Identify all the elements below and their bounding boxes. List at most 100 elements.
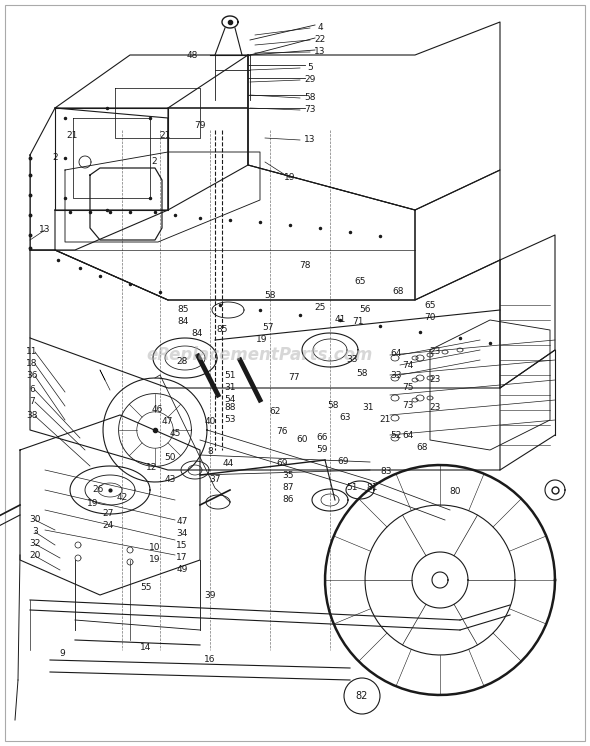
Text: 81: 81 (366, 483, 378, 492)
Text: 22: 22 (314, 36, 326, 45)
Text: 7: 7 (29, 398, 35, 407)
Text: 45: 45 (169, 430, 181, 439)
Text: 36: 36 (26, 372, 38, 380)
Text: 69: 69 (276, 460, 288, 468)
Text: 5: 5 (307, 63, 313, 72)
Text: 82: 82 (356, 691, 368, 701)
Text: 62: 62 (269, 407, 281, 416)
Text: 13: 13 (40, 225, 51, 234)
Text: 10: 10 (149, 544, 160, 553)
Text: 19: 19 (87, 500, 99, 509)
Text: 69: 69 (337, 457, 349, 466)
Text: 87: 87 (282, 483, 294, 492)
Text: 53: 53 (224, 416, 236, 424)
Text: 26: 26 (92, 486, 104, 495)
Text: 39: 39 (204, 592, 216, 601)
Text: 11: 11 (26, 348, 38, 357)
Text: 65: 65 (354, 278, 366, 286)
Text: 25: 25 (314, 304, 326, 313)
Text: 27: 27 (102, 510, 114, 518)
Text: 38: 38 (26, 412, 38, 421)
Text: 57: 57 (262, 324, 274, 333)
Text: 68: 68 (417, 444, 428, 453)
Text: 79: 79 (194, 122, 206, 131)
Text: 56: 56 (359, 306, 371, 315)
Text: 33: 33 (346, 356, 358, 365)
Text: 23: 23 (430, 404, 441, 413)
Text: 76: 76 (276, 427, 288, 436)
Text: 47: 47 (161, 418, 173, 427)
Text: 58: 58 (264, 290, 276, 299)
Text: 85: 85 (217, 325, 228, 334)
Text: 74: 74 (402, 362, 414, 371)
Text: 58: 58 (356, 369, 368, 378)
Text: 19: 19 (256, 336, 268, 345)
Text: 13: 13 (314, 48, 326, 57)
Text: 84: 84 (191, 330, 203, 339)
Text: 54: 54 (224, 395, 235, 404)
Text: 33: 33 (390, 372, 402, 380)
Text: 43: 43 (164, 475, 176, 484)
Text: 23: 23 (430, 348, 441, 357)
Text: 65: 65 (424, 301, 436, 310)
Text: 14: 14 (140, 644, 152, 653)
Text: 77: 77 (289, 374, 300, 383)
Text: 37: 37 (209, 475, 221, 484)
Text: 28: 28 (176, 357, 188, 366)
Text: 42: 42 (116, 494, 127, 503)
Text: 18: 18 (26, 360, 38, 369)
Text: 40: 40 (204, 418, 216, 427)
Text: 12: 12 (146, 463, 158, 472)
Text: 75: 75 (402, 383, 414, 392)
Text: 4: 4 (317, 24, 323, 33)
Text: 64: 64 (391, 349, 402, 359)
Text: 41: 41 (335, 316, 346, 325)
Text: 31: 31 (224, 383, 236, 392)
Text: 46: 46 (151, 406, 163, 415)
Text: 78: 78 (299, 262, 311, 271)
Text: 3: 3 (32, 527, 38, 536)
Text: 44: 44 (222, 460, 234, 468)
Text: 73: 73 (402, 401, 414, 410)
Text: 49: 49 (176, 565, 188, 574)
Text: 48: 48 (186, 51, 198, 60)
Text: 59: 59 (316, 445, 328, 454)
Text: 21: 21 (66, 131, 78, 140)
Text: 86: 86 (282, 495, 294, 504)
Text: 51: 51 (224, 372, 236, 380)
Text: 29: 29 (304, 75, 316, 84)
Text: 68: 68 (392, 287, 404, 296)
Text: 71: 71 (352, 318, 364, 327)
Text: 32: 32 (30, 539, 41, 548)
Text: 21: 21 (379, 416, 391, 424)
Text: 73: 73 (304, 105, 316, 114)
Text: 63: 63 (339, 413, 350, 422)
Text: 88: 88 (224, 404, 236, 413)
Text: 55: 55 (140, 583, 152, 592)
Text: 9: 9 (59, 650, 65, 659)
Text: 16: 16 (204, 656, 216, 665)
Text: 30: 30 (30, 515, 41, 524)
Text: 83: 83 (380, 468, 392, 477)
Text: 19: 19 (284, 174, 296, 183)
Text: 31: 31 (362, 404, 373, 413)
Text: 47: 47 (176, 518, 188, 527)
Text: 51: 51 (346, 483, 358, 492)
Text: 24: 24 (103, 521, 114, 530)
Text: 70: 70 (424, 313, 436, 322)
Text: 35: 35 (282, 471, 294, 480)
Text: 8: 8 (207, 448, 213, 457)
Text: 50: 50 (164, 454, 176, 463)
Text: eReplacementParts.com: eReplacementParts.com (147, 346, 373, 364)
Text: 19: 19 (149, 556, 160, 565)
Text: 6: 6 (29, 386, 35, 395)
Text: 34: 34 (176, 530, 188, 539)
Text: 2: 2 (151, 157, 157, 166)
Text: 17: 17 (176, 554, 188, 562)
Text: 60: 60 (296, 436, 308, 445)
Text: 80: 80 (449, 487, 461, 497)
Text: 84: 84 (178, 318, 189, 327)
Text: 15: 15 (176, 542, 188, 551)
Text: 85: 85 (177, 306, 189, 315)
Text: 20: 20 (30, 551, 41, 560)
